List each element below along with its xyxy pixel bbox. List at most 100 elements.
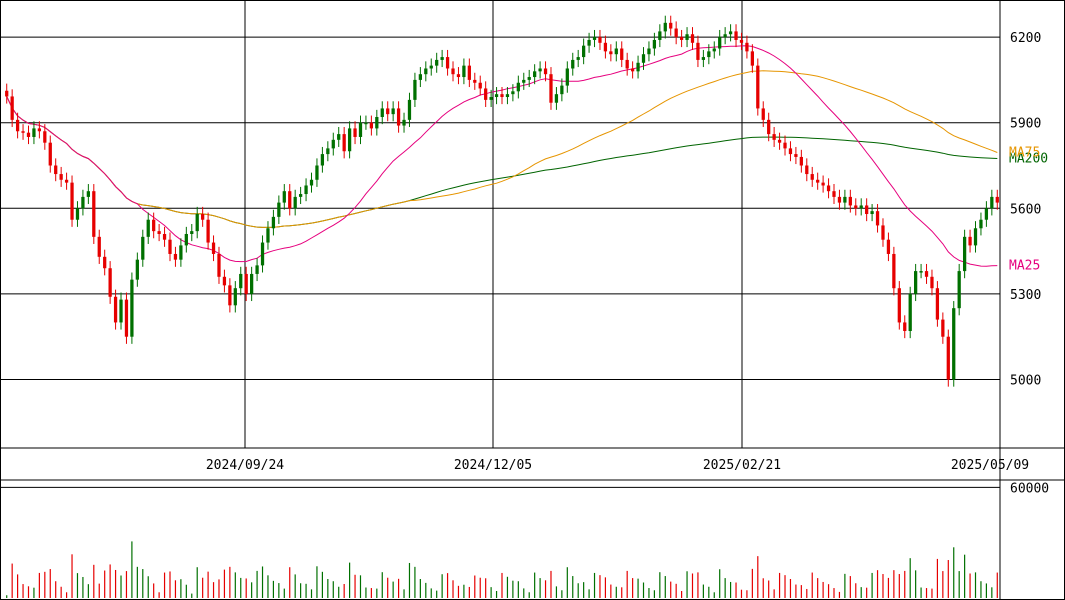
date-tick-label: 2024/09/24 <box>206 458 284 473</box>
candle-body <box>124 299 129 337</box>
candle-body <box>914 271 918 294</box>
candle-body <box>799 156 803 166</box>
candle-body <box>783 142 787 149</box>
candle-body <box>288 191 292 209</box>
candle-body <box>696 42 700 60</box>
candle-body <box>250 273 254 294</box>
candle-body <box>750 51 754 66</box>
candle-body <box>54 165 58 175</box>
price-tick-label: 5600 <box>1010 202 1041 217</box>
candle-body <box>119 299 123 323</box>
candle-body <box>141 236 145 260</box>
candle-body <box>195 214 199 232</box>
candle-body <box>152 219 156 232</box>
candle-body <box>21 131 25 133</box>
candle-body <box>543 68 548 75</box>
candle-body <box>358 122 363 137</box>
candle-body <box>935 288 940 320</box>
candle-body <box>369 122 374 129</box>
candle-body <box>816 179 820 183</box>
candle-body <box>402 119 406 126</box>
candle-body <box>598 37 602 43</box>
candle-body <box>859 205 863 209</box>
candle-body <box>190 231 194 234</box>
candle-body <box>5 90 9 97</box>
candle-body <box>413 79 417 100</box>
candle-body <box>679 37 684 40</box>
candle-body <box>135 259 139 280</box>
candle-body <box>658 31 662 40</box>
candle-body <box>805 165 809 175</box>
candle-body <box>870 211 874 215</box>
candle-body <box>990 196 994 209</box>
candle-body <box>429 65 433 69</box>
ma-line-ma25 <box>6 45 998 267</box>
candle-body <box>560 85 564 95</box>
candle-body <box>271 216 276 229</box>
candle-body <box>456 74 461 78</box>
candle-body <box>903 322 907 332</box>
candle-body <box>478 82 482 89</box>
candle-body <box>690 34 695 43</box>
candle-body <box>48 142 52 166</box>
candle-body <box>103 256 107 269</box>
candle-body <box>86 191 90 197</box>
candle-body <box>794 154 798 157</box>
candle-body <box>277 202 281 217</box>
candle-body <box>173 253 178 260</box>
candle-body <box>865 205 869 215</box>
candle-body <box>347 128 352 152</box>
candle-body <box>473 79 477 83</box>
candle-body <box>886 239 891 254</box>
candle-body <box>217 253 221 277</box>
candle-body <box>652 39 657 49</box>
candle-body <box>565 68 569 86</box>
ma-label: MA75 <box>1009 145 1040 160</box>
candle-body <box>554 94 559 103</box>
candle-body <box>745 42 749 52</box>
price-tick-label: 5900 <box>1010 117 1041 132</box>
candle-body <box>353 128 357 137</box>
candle-body <box>875 211 880 226</box>
candle-body <box>685 34 689 40</box>
candle-body <box>881 225 885 240</box>
ma-label: MA200 <box>1009 151 1048 166</box>
candle-body <box>707 51 711 58</box>
candle-body <box>973 228 978 246</box>
candle-body <box>810 174 814 180</box>
candle-body <box>892 253 896 289</box>
candle-body <box>538 68 542 72</box>
ma-line-ma75 <box>6 70 998 228</box>
candle-body <box>418 74 422 80</box>
candle-body <box>130 279 134 337</box>
candle-body <box>854 205 858 209</box>
candle-body <box>549 74 553 103</box>
candle-body <box>832 191 836 197</box>
candle-body <box>647 48 651 55</box>
candle-body <box>407 99 412 120</box>
candle-body <box>424 68 428 75</box>
candle-body <box>484 88 488 100</box>
candle-body <box>614 48 618 55</box>
candle-body <box>941 319 945 337</box>
candle-body <box>511 91 515 95</box>
candle-body <box>919 271 923 273</box>
candle-body <box>772 134 776 140</box>
candle-body <box>962 236 967 272</box>
candle-body <box>43 131 47 143</box>
candle-body <box>739 39 744 43</box>
candle-body <box>451 68 455 75</box>
candle-body <box>609 51 613 55</box>
candle-body <box>462 65 466 78</box>
candle-body <box>375 116 379 129</box>
ma-label: MA25 <box>1009 259 1040 274</box>
candle-body <box>995 196 999 203</box>
candle-body <box>201 214 205 220</box>
candle-body <box>380 108 384 117</box>
axis-labels: 5000 5300 5600 5900 6200 60000 2024/09/24 2024/… <box>206 31 1049 496</box>
candle-body <box>587 39 591 46</box>
candle-body <box>734 31 738 40</box>
candle-body <box>266 228 270 243</box>
